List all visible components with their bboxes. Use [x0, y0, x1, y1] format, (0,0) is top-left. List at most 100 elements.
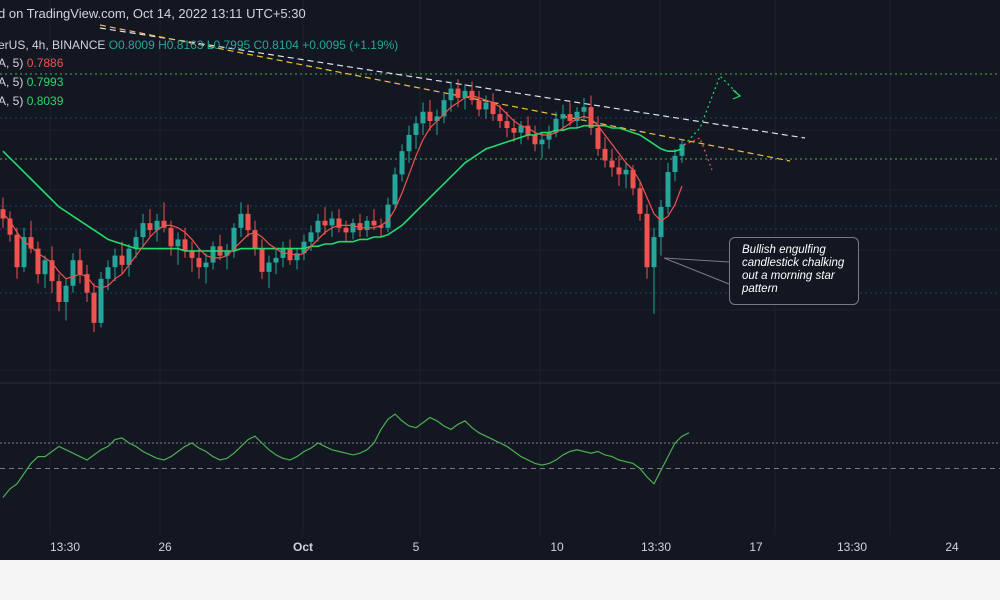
candle-body-54 — [378, 225, 384, 228]
annotation-line-4: pattern — [742, 283, 778, 295]
candle-body-12 — [84, 274, 90, 293]
x-tick-label-1: 26 — [158, 540, 172, 554]
candle-body-23 — [161, 220, 167, 228]
candle-body-17 — [119, 255, 125, 265]
candle-body-95 — [665, 172, 671, 207]
x-tick-label-0: 13:30 — [50, 540, 80, 554]
candle-body-45 — [315, 220, 321, 233]
candle-body-34 — [238, 213, 244, 228]
candle-body-50 — [350, 223, 356, 233]
candle-body-92 — [644, 213, 650, 268]
candle-body-10 — [70, 260, 76, 286]
ma-slow-line — [2, 124, 683, 252]
x-tick-label-2: Oct — [293, 540, 313, 554]
candle-body-97 — [679, 144, 685, 156]
candle-body-57 — [399, 151, 405, 175]
candle-body-70 — [490, 102, 496, 115]
candle-body-59 — [413, 123, 419, 135]
candle-body-32 — [224, 250, 230, 256]
time-axis: 13:30 26 Oct 5 10 13:30 17 13:30 24 — [0, 535, 1000, 600]
candle-body-37 — [259, 248, 265, 272]
x-tick-label-4: 10 — [550, 540, 564, 554]
candle-body-80 — [560, 114, 566, 119]
candle-body-14 — [98, 278, 104, 323]
candle-body-74 — [518, 125, 524, 133]
candle-body-11 — [77, 260, 83, 275]
projection-arrows — [663, 74, 742, 285]
trendline-yellow — [99, 24, 791, 162]
candle-body-71 — [497, 114, 503, 122]
annotation-line-3: out a morning star — [742, 270, 835, 282]
ma-fast-line — [2, 94, 683, 289]
candle-body-58 — [406, 134, 412, 152]
candle-body-87 — [609, 160, 615, 168]
candle-body-33 — [231, 227, 237, 251]
candle-body-72 — [504, 121, 510, 128]
rsi-line — [2, 413, 690, 498]
candle-body-61 — [427, 111, 433, 122]
time-axis-bg — [0, 535, 1000, 560]
candle-body-36 — [252, 230, 258, 249]
candle-body-39 — [273, 257, 279, 263]
candle-body-28 — [196, 257, 202, 268]
candle-body-69 — [483, 102, 489, 110]
candle-body-65 — [455, 88, 461, 98]
x-tick-label-6: 17 — [749, 540, 763, 554]
candle-body-94 — [658, 206, 664, 238]
annotation-callout[interactable]: Bullish engulfing candlestick chalking o… — [729, 237, 859, 305]
candle-body-27 — [189, 250, 195, 258]
candle-body-53 — [371, 220, 377, 226]
projection-up-path — [683, 74, 741, 146]
candle-body-73 — [511, 128, 517, 133]
candle-body-44 — [308, 232, 314, 242]
candle-body-20 — [140, 223, 146, 238]
annotation-line-2: candlestick chalking — [742, 257, 845, 269]
candle-body-84 — [588, 107, 594, 128]
rsi-pane — [0, 413, 1000, 498]
candle-body-22 — [154, 220, 160, 231]
annotation-line-1: Bullish engulfing — [742, 244, 826, 256]
callout-pointer-top — [663, 257, 730, 263]
candle-body-47 — [329, 218, 335, 226]
candle-body-63 — [441, 100, 447, 117]
candle-body-19 — [133, 237, 139, 249]
candle-body-66 — [462, 90, 468, 98]
candle-body-4 — [28, 237, 34, 249]
x-tick-label-7: 13:30 — [837, 540, 867, 554]
candle-body-38 — [266, 262, 272, 272]
candle-body-51 — [357, 223, 363, 231]
candle-body-79 — [553, 118, 559, 133]
trend-lines — [99, 24, 806, 162]
trendline-white — [99, 27, 806, 139]
candle-body-48 — [336, 218, 342, 228]
candle-body-64 — [448, 88, 454, 101]
candle-body-93 — [651, 237, 657, 268]
candle-body-42 — [294, 253, 300, 261]
candle-body-85 — [595, 128, 601, 149]
candle-body-8 — [56, 281, 62, 302]
candle-body-18 — [126, 248, 132, 265]
candle-body-24 — [168, 227, 174, 247]
candle-body-86 — [602, 148, 608, 161]
callout-pointer-bottom — [663, 257, 730, 285]
candle-body-1 — [7, 218, 13, 235]
candle-body-81 — [567, 114, 573, 122]
candle-body-26 — [182, 239, 188, 251]
candle-body-3 — [21, 237, 27, 268]
candle-body-77 — [539, 139, 545, 145]
candle-body-91 — [637, 188, 643, 214]
x-tick-label-3: 5 — [413, 540, 420, 554]
candle-body-43 — [301, 241, 307, 254]
candle-body-49 — [343, 227, 349, 233]
candle-body-6 — [42, 260, 48, 275]
candle-body-78 — [546, 132, 552, 140]
candle-body-56 — [392, 174, 398, 205]
candle-body-52 — [364, 220, 370, 231]
candle-body-21 — [147, 223, 153, 231]
candle-body-9 — [63, 285, 69, 302]
x-tick-label-8: 24 — [945, 540, 959, 554]
candle-body-16 — [112, 255, 118, 268]
candle-body-96 — [672, 155, 678, 173]
candle-body-75 — [525, 125, 531, 135]
